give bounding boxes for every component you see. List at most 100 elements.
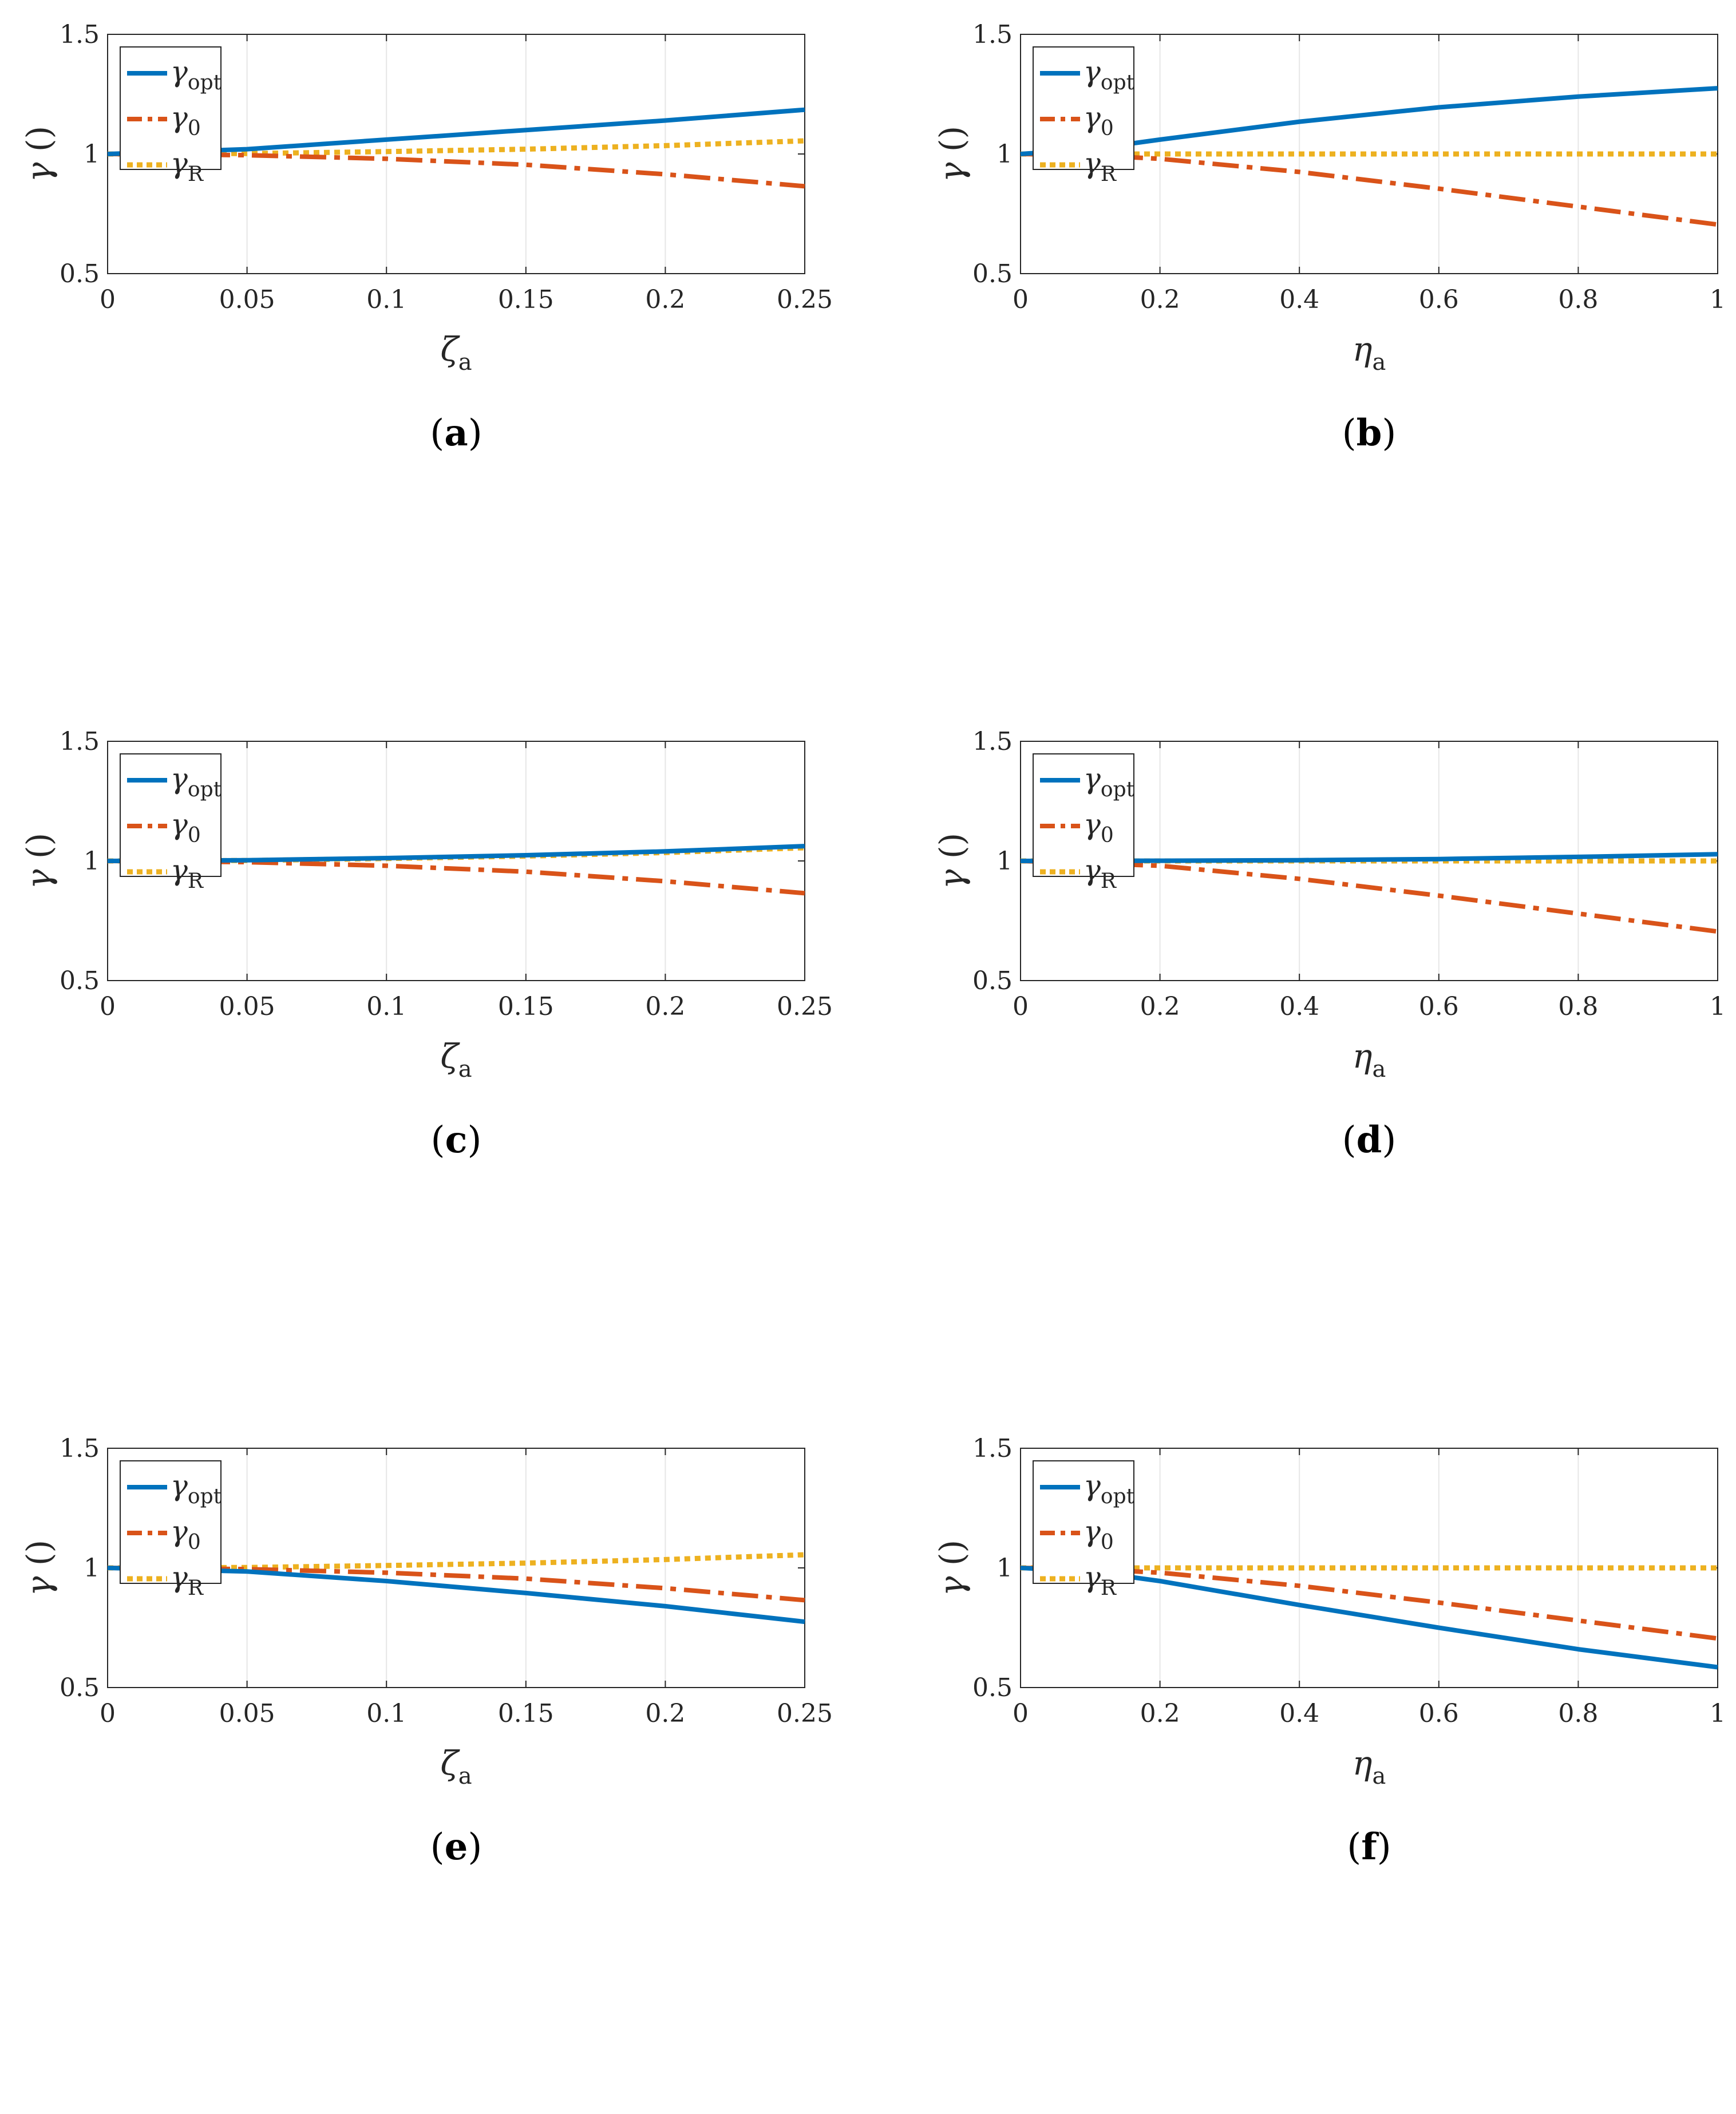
legend-label-zero: γ0 (171, 1515, 201, 1554)
y-axis-label: γ () (19, 833, 58, 889)
x-tick-label: 0.6 (1419, 1699, 1459, 1728)
panel-caption: (d) (1342, 1119, 1397, 1161)
legend-label-r: γR (171, 147, 204, 186)
x-tick-label: 0.25 (777, 285, 833, 314)
panel-c: 0 0.05 0.1 0.15 0.2 0.25 0.5 1 1.5 γopt γ0 γR ζa γ ()… (19, 727, 833, 1161)
series-line-opt (1020, 852, 1718, 863)
y-tick-label: 1 (84, 1554, 100, 1583)
series-line-opt (107, 844, 805, 863)
x-tick-label: 0.8 (1558, 1699, 1598, 1728)
y-axis-label: γ () (932, 1540, 971, 1596)
x-axis-label: ηa (1353, 330, 1386, 376)
legend-label-r: γR (1083, 147, 1117, 186)
panel-f: 0 0.2 0.4 0.6 0.8 1 0.5 1 1.5 γopt γ0 γR ηa γ () (f) (932, 1434, 1726, 1868)
x-tick-label: 0.25 (777, 1699, 833, 1728)
panel-d: 0 0.2 0.4 0.6 0.8 1 0.5 1 1.5 γopt γ0 γR ηa γ () (d) (932, 727, 1726, 1161)
x-tick-label: 0.2 (645, 992, 685, 1021)
legend-box (1033, 1460, 1134, 1584)
y-tick-label: 1 (996, 140, 1013, 169)
y-axis-label: γ () (932, 126, 971, 182)
x-tick-label: 0 (100, 992, 116, 1021)
x-tick-label: 1 (1710, 1699, 1726, 1728)
x-tick-label: 0.1 (366, 285, 406, 314)
x-tick-label: 0 (1013, 285, 1029, 314)
legend-box (1033, 753, 1134, 877)
x-tick-label: 0.05 (219, 992, 275, 1021)
panel-e: 0 0.05 0.1 0.15 0.2 0.25 0.5 1 1.5 γopt γ0 γR ζa γ ()… (19, 1434, 833, 1868)
y-tick-label: 0.5 (972, 259, 1013, 289)
y-tick-label: 1.5 (972, 20, 1013, 49)
legend-box (120, 1460, 222, 1584)
legend-label-opt: γopt (1083, 1469, 1135, 1508)
legend-label-opt: γopt (171, 762, 222, 801)
legend-box (1033, 46, 1134, 170)
x-tick-label: 0.2 (1140, 992, 1180, 1021)
y-tick-label: 0.5 (60, 966, 100, 995)
x-axis-label: ηa (1353, 1744, 1386, 1789)
y-tick-label: 1 (996, 847, 1013, 876)
x-tick-label: 0.8 (1558, 285, 1598, 314)
x-tick-label: 0 (100, 1699, 116, 1728)
y-axis-label: γ () (932, 833, 971, 889)
x-tick-label: 0.15 (498, 992, 554, 1021)
legend: γopt γ0 γR (1033, 46, 1135, 186)
y-axis-label: γ () (19, 126, 58, 182)
x-tick-label: 0 (1013, 1699, 1029, 1728)
x-tick-label: 1 (1710, 992, 1726, 1021)
y-tick-label: 1 (84, 140, 100, 169)
y-tick-label: 0.5 (972, 1673, 1013, 1702)
x-tick-label: 0.2 (645, 285, 685, 314)
legend-label-zero: γ0 (1083, 1515, 1114, 1554)
y-axis-label: γ () (19, 1540, 58, 1596)
x-tick-label: 0.4 (1279, 1699, 1319, 1728)
x-tick-label: 0 (100, 285, 116, 314)
legend-label-r: γR (1083, 853, 1117, 893)
x-tick-label: 0.1 (366, 1699, 406, 1728)
x-tick-label: 0.1 (366, 992, 406, 1021)
y-tick-label: 0.5 (60, 1673, 100, 1702)
x-tick-label: 1 (1710, 285, 1726, 314)
x-tick-label: 0.2 (1140, 1699, 1180, 1728)
panel-caption: (c) (431, 1119, 482, 1161)
x-axis-label: ζa (440, 330, 472, 376)
legend-label-zero: γ0 (1083, 808, 1114, 847)
legend-box (120, 753, 222, 877)
x-tick-label: 0.2 (645, 1699, 685, 1728)
y-tick-label: 1 (996, 1554, 1013, 1583)
x-tick-label: 0.4 (1279, 992, 1319, 1021)
series-line-zero (107, 152, 805, 189)
x-tick-label: 0.05 (219, 1699, 275, 1728)
legend-label-zero: γ0 (171, 808, 201, 847)
y-tick-label: 1.5 (972, 727, 1013, 756)
series-line-opt (107, 107, 805, 156)
legend: γopt γ0 γR (120, 46, 222, 186)
legend-label-r: γR (171, 853, 204, 893)
legend-label-opt: γopt (171, 1469, 222, 1508)
legend-label-r: γR (1083, 1560, 1117, 1600)
x-tick-label: 0.05 (219, 285, 275, 314)
legend-box (120, 46, 222, 170)
x-tick-label: 0.4 (1279, 285, 1319, 314)
panel-a: 0 0.05 0.1 0.15 0.2 0.25 0.5 1 1.5 γopt γ0 γR ζa γ ()… (19, 20, 833, 455)
x-tick-label: 0.6 (1419, 285, 1459, 314)
panel-caption: (b) (1342, 412, 1397, 455)
legend-label-opt: γopt (1083, 55, 1135, 94)
panel-caption: (f) (1347, 1825, 1391, 1868)
panel-caption: (a) (430, 412, 482, 455)
y-tick-label: 1.5 (972, 1434, 1013, 1463)
x-tick-label: 0.15 (498, 1699, 554, 1728)
x-axis-label: ζa (440, 1037, 472, 1082)
x-axis-label: ζa (440, 1744, 472, 1789)
x-tick-label: 0.2 (1140, 285, 1180, 314)
panel-caption: (e) (430, 1825, 483, 1868)
x-tick-label: 0.8 (1558, 992, 1598, 1021)
series-line-opt (107, 1566, 805, 1625)
y-tick-label: 1 (84, 847, 100, 876)
x-tick-label: 0.25 (777, 992, 833, 1021)
y-tick-label: 1.5 (60, 727, 100, 756)
legend-label-opt: γopt (1083, 762, 1135, 801)
legend-label-r: γR (171, 1560, 204, 1600)
y-tick-label: 0.5 (60, 259, 100, 289)
y-tick-label: 0.5 (972, 966, 1013, 995)
